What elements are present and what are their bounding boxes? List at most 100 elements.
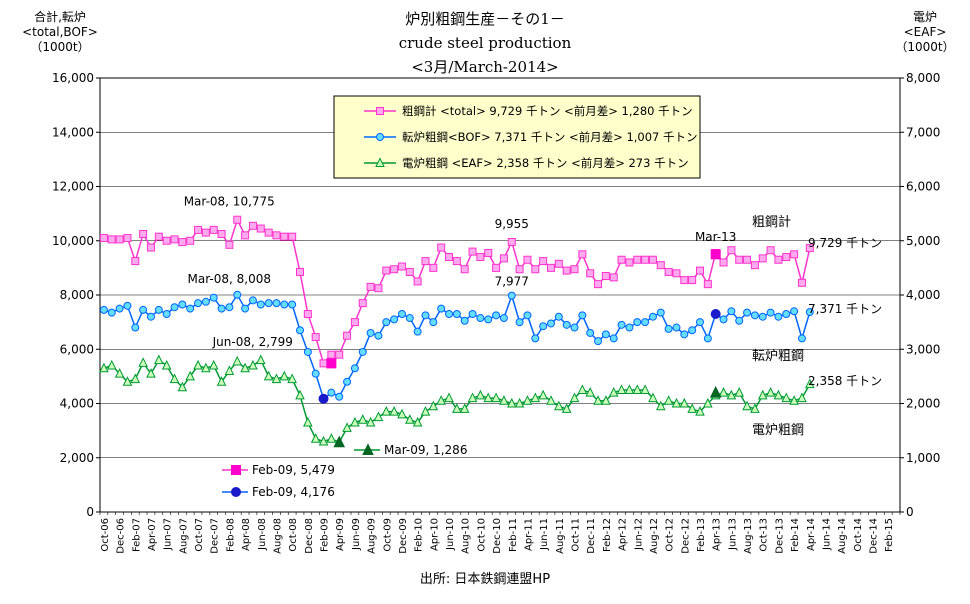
data-point [735,316,744,325]
data-point [162,236,171,245]
chart-subtitle: crude steel production [398,34,572,52]
data-point [326,433,337,443]
data-point [437,243,446,252]
data-point [609,273,618,282]
x-tick-label: Aug-08 [272,518,283,554]
data-point [412,416,423,427]
left-axis-caption-line: 合計,転炉 [34,10,86,24]
data-point [688,326,697,335]
data-point [578,311,587,320]
data-point [335,392,344,401]
data-point [750,403,760,413]
data-point [523,255,532,264]
data-point [130,373,141,384]
annotation-label: Mar-13 [695,230,736,244]
data-point [797,392,807,403]
data-point [609,334,618,343]
data-point [288,232,297,241]
data-point [742,400,752,411]
data-point [178,300,187,309]
data-point [743,255,752,264]
data-point [366,328,375,337]
data-point [625,258,634,267]
data-point [515,318,524,327]
data-point [397,262,406,271]
data-point [123,234,132,243]
data-point [208,359,219,370]
series-name-label: 粗鋼計 [752,214,791,230]
data-point [492,311,501,320]
data-point [413,277,422,286]
data-point [672,323,681,332]
data-point [232,355,243,366]
x-tick-label: Oct-08 [288,518,299,552]
data-point [750,261,759,270]
data-point [178,238,187,247]
y-right-tick-label: 5,000 [906,234,940,248]
data-point [255,354,266,365]
data-point [233,290,242,299]
legend-marker [375,157,385,167]
data-point [186,304,195,313]
x-tick-label: Feb-13 [696,518,707,552]
annotation-label: 7,977 [495,275,529,289]
data-point [405,267,414,276]
data-point [585,387,596,397]
x-tick-label: Feb-12 [602,518,613,552]
data-point [515,265,524,274]
data-point [703,334,712,343]
source-note: 出所: 日本鉄鋼連盟HP [419,572,551,587]
y-left-tick-label: 4,000 [60,397,94,411]
data-point [295,389,305,400]
data-point [358,299,367,308]
data-point [373,411,384,422]
x-tick-label: Feb-09 [320,518,331,552]
data-point [554,312,563,321]
data-point [797,334,806,343]
data-point [146,243,155,252]
data-point [287,373,297,384]
y-right-tick-label: 7,000 [906,125,940,139]
data-point [256,224,265,233]
data-point [404,414,415,424]
data-point [656,308,665,317]
data-point [280,232,289,241]
highlight-point [710,308,721,319]
data-point [350,318,359,327]
x-tick-label: Oct-07 [194,518,205,552]
data-point [679,397,690,408]
end-value-label: 7,371 千トン [808,302,882,316]
data-point [263,370,274,381]
right-axis-caption-line: （1000t） [895,40,955,54]
data-point [680,276,689,285]
data-point [483,392,494,403]
data-point [350,364,359,373]
data-point [766,246,775,255]
x-tick-label: Dec-13 [774,518,785,554]
data-point [531,265,540,274]
data-point [366,282,375,291]
x-tick-label: Dec-08 [304,518,315,554]
data-point [343,331,352,340]
data-point [209,293,218,302]
x-tick-label: Apr-13 [712,518,723,551]
data-point [672,269,681,278]
left-axis-caption-line: <total,BOF> [22,25,98,39]
data-point [782,309,791,318]
data-point [703,397,713,408]
right-axis-caption: 電炉 <EAF> （1000t） [885,10,965,55]
data-point [758,312,767,321]
data-point [311,369,320,378]
highlight-point [333,435,346,448]
data-point [790,307,799,316]
data-point [696,318,704,327]
data-point [688,276,697,285]
data-point [131,323,140,332]
data-point [522,395,533,405]
x-tick-label: Aug-12 [649,518,660,554]
data-point [624,384,635,394]
data-point [757,389,768,400]
data-point [594,280,603,289]
data-point [648,312,657,321]
data-point [224,365,235,375]
